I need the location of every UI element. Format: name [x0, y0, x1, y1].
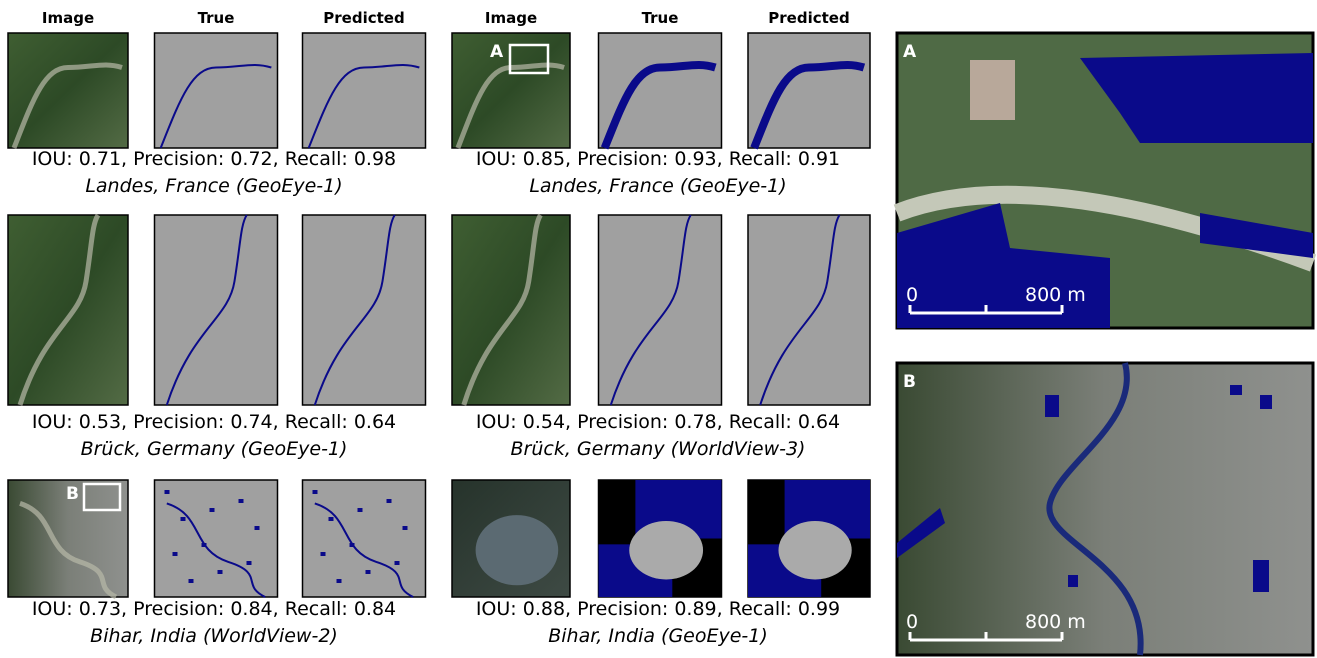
water-area — [1260, 395, 1272, 409]
location: Landes, France (GeoEye-1) — [529, 175, 786, 197]
inset-box-label: B — [66, 484, 79, 504]
water-mask — [155, 215, 278, 405]
water-area — [173, 552, 178, 556]
water-mask — [748, 215, 870, 405]
water-area — [321, 552, 326, 556]
water-mask — [155, 480, 278, 597]
satellite-image — [8, 33, 128, 148]
inset-box-label: A — [490, 42, 504, 62]
column-header: Image — [485, 9, 537, 27]
location: Brück, Germany (GeoEye-1) — [81, 438, 348, 460]
water-area — [239, 499, 244, 503]
water-area — [358, 508, 363, 512]
water-mask — [599, 215, 722, 405]
water-area — [395, 561, 400, 565]
land — [629, 521, 703, 580]
location: Bihar, India (GeoEye-1) — [548, 625, 768, 647]
water-area — [202, 543, 207, 547]
metrics: IOU: 0.53, Precision: 0.74, Recall: 0.64 — [32, 411, 396, 433]
water-area — [189, 579, 194, 583]
satellite-image — [8, 215, 128, 405]
field — [970, 60, 1015, 120]
water-area — [387, 499, 392, 503]
water-mask — [303, 33, 426, 148]
water-area — [218, 570, 223, 574]
location: Landes, France (GeoEye-1) — [85, 175, 342, 197]
column-header: True — [198, 9, 235, 27]
column-header: Predicted — [768, 9, 849, 27]
column-header: Predicted — [323, 9, 404, 27]
water-area — [313, 490, 318, 494]
water-mask — [599, 33, 722, 148]
water-area — [350, 543, 355, 547]
inset-label: A — [903, 42, 917, 62]
location: Bihar, India (WorldView-2) — [90, 625, 338, 647]
location: Brück, Germany (WorldView-3) — [511, 438, 806, 460]
column-header: True — [642, 9, 679, 27]
metrics: IOU: 0.71, Precision: 0.72, Recall: 0.98 — [32, 148, 396, 170]
metrics: IOU: 0.85, Precision: 0.93, Recall: 0.91 — [476, 148, 840, 170]
metrics: IOU: 0.73, Precision: 0.84, Recall: 0.84 — [32, 598, 396, 620]
scale-end: 800 m — [1025, 611, 1086, 633]
water-area — [366, 570, 371, 574]
metrics: IOU: 0.54, Precision: 0.78, Recall: 0.64 — [476, 411, 840, 433]
column-header: Image — [42, 9, 94, 27]
water-area — [165, 490, 170, 494]
water-area — [181, 517, 186, 521]
water-area — [210, 508, 215, 512]
inset-image — [897, 363, 1313, 655]
inset-label: B — [903, 372, 916, 392]
figure: Image True Predicted Image True Predicted IOU:… — [0, 0, 1317, 658]
water-area — [1230, 385, 1242, 395]
water-mask — [155, 33, 278, 148]
land — [476, 515, 559, 585]
water-area — [1253, 560, 1269, 592]
water-area — [255, 526, 260, 530]
water-mask — [303, 480, 426, 597]
water-area — [329, 517, 334, 521]
scale-start: 0 — [906, 284, 918, 306]
water-area — [403, 526, 408, 530]
water-mask — [748, 33, 870, 148]
scale-start: 0 — [906, 611, 918, 633]
metrics: IOU: 0.88, Precision: 0.89, Recall: 0.99 — [476, 598, 840, 620]
water-area — [1045, 395, 1059, 417]
water-area — [247, 561, 252, 565]
land — [779, 521, 852, 580]
satellite-image — [452, 215, 570, 405]
scale-end: 800 m — [1025, 284, 1086, 306]
water-area — [1068, 575, 1078, 587]
water-area — [337, 579, 342, 583]
water-mask — [303, 215, 426, 405]
